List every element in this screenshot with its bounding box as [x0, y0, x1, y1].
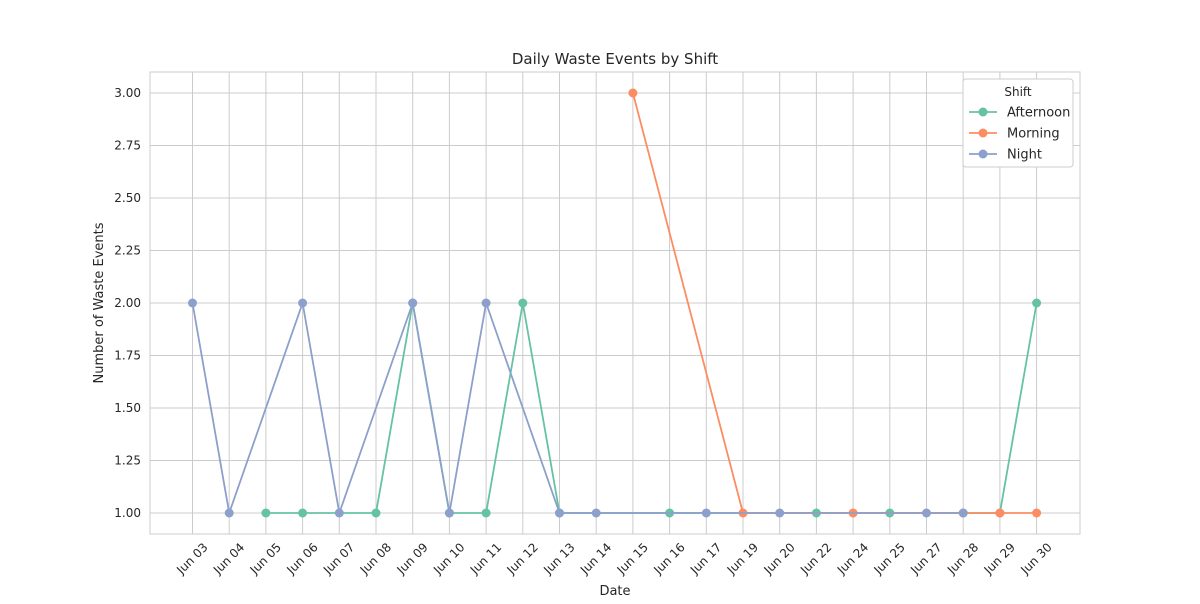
data-point-night	[224, 508, 234, 518]
y-axis-label: Number of Waste Events	[92, 222, 107, 383]
x-tick-label: Jun 30	[1017, 540, 1054, 577]
x-tick-label: Jun 11	[467, 540, 504, 577]
legend-title: Shift	[1004, 85, 1032, 99]
data-point-night	[481, 298, 491, 308]
legend-marker-morning	[978, 128, 988, 138]
x-tick-label: Jun 09	[393, 540, 430, 577]
y-tick-label: 1.25	[114, 454, 141, 468]
x-tick-label: Jun 27	[907, 540, 944, 577]
data-point-afternoon	[298, 508, 308, 518]
data-point-morning	[1032, 508, 1042, 518]
data-point-night	[775, 508, 785, 518]
x-tick-label: Jun 04	[210, 540, 247, 577]
data-point-morning	[628, 88, 638, 98]
data-point-afternoon	[1032, 298, 1042, 308]
y-tick-label: 1.75	[114, 349, 141, 363]
data-point-night	[591, 508, 601, 518]
x-tick-label: Jun 17	[687, 540, 724, 577]
data-point-night	[408, 298, 418, 308]
data-point-morning	[995, 508, 1005, 518]
y-tick-label: 1.00	[114, 506, 141, 520]
legend-label-night: Night	[1007, 148, 1042, 163]
x-tick-label: Jun 20	[760, 540, 797, 577]
data-point-night	[188, 298, 197, 308]
x-tick-label: Jun 05	[247, 540, 284, 577]
x-axis-ticks: Jun 03 Jun 04 Jun 05 Jun 06 Jun 07 Jun 08 Jun …	[173, 540, 1054, 577]
x-tick-label: Jun 12	[504, 540, 541, 577]
data-point-night	[444, 508, 454, 518]
data-point-night	[298, 298, 308, 308]
x-tick-label: Jun 07	[320, 540, 357, 577]
x-tick-label: Jun 29	[981, 540, 1018, 577]
x-tick-label: Jun 28	[944, 540, 981, 577]
x-tick-label: Jun 24	[834, 540, 871, 577]
legend-marker-afternoon	[978, 107, 988, 117]
legend-label-afternoon: Afternoon	[1007, 106, 1070, 121]
x-tick-label: Jun 22	[797, 540, 834, 577]
y-tick-label: 1.50	[114, 401, 141, 415]
data-point-night	[334, 508, 344, 518]
x-tick-label: Jun 13	[540, 540, 577, 577]
x-axis-label: Date	[599, 584, 630, 599]
legend-marker-night	[978, 149, 988, 159]
data-point-night	[922, 508, 931, 518]
y-tick-label: 2.75	[114, 139, 141, 153]
y-tick-label: 3.00	[114, 86, 141, 100]
data-point-afternoon	[261, 508, 271, 518]
x-tick-label: Jun 10	[430, 540, 467, 577]
y-tick-label: 2.50	[114, 191, 141, 205]
chart-title: Daily Waste Events by Shift	[512, 50, 718, 68]
data-point-afternoon	[371, 508, 381, 518]
data-point-afternoon	[481, 508, 491, 518]
x-tick-label: Jun 16	[650, 540, 687, 577]
y-tick-label: 2.00	[114, 296, 141, 310]
x-tick-label: Jun 03	[173, 540, 210, 577]
y-axis-ticks: 1.00 1.25 1.50 1.75 2.00 2.25 2.50 2.75 3.00	[114, 86, 141, 520]
x-tick-label: Jun 25	[871, 540, 908, 577]
data-point-night	[701, 508, 711, 518]
data-point-night	[958, 508, 968, 518]
x-tick-label: Jun 08	[357, 540, 394, 577]
x-tick-label: Jun 06	[283, 540, 320, 577]
series-layer	[188, 88, 1042, 518]
legend-label-morning: Morning	[1007, 127, 1060, 142]
x-tick-label: Jun 14	[577, 540, 614, 577]
x-tick-label: Jun 19	[724, 540, 761, 577]
x-tick-label: Jun 15	[614, 540, 651, 577]
data-point-afternoon	[518, 298, 528, 308]
data-point-night	[555, 508, 564, 518]
legend-box	[962, 78, 1074, 168]
legend: Shift Afternoon Morning Night	[962, 78, 1074, 168]
y-tick-label: 2.25	[114, 244, 141, 258]
